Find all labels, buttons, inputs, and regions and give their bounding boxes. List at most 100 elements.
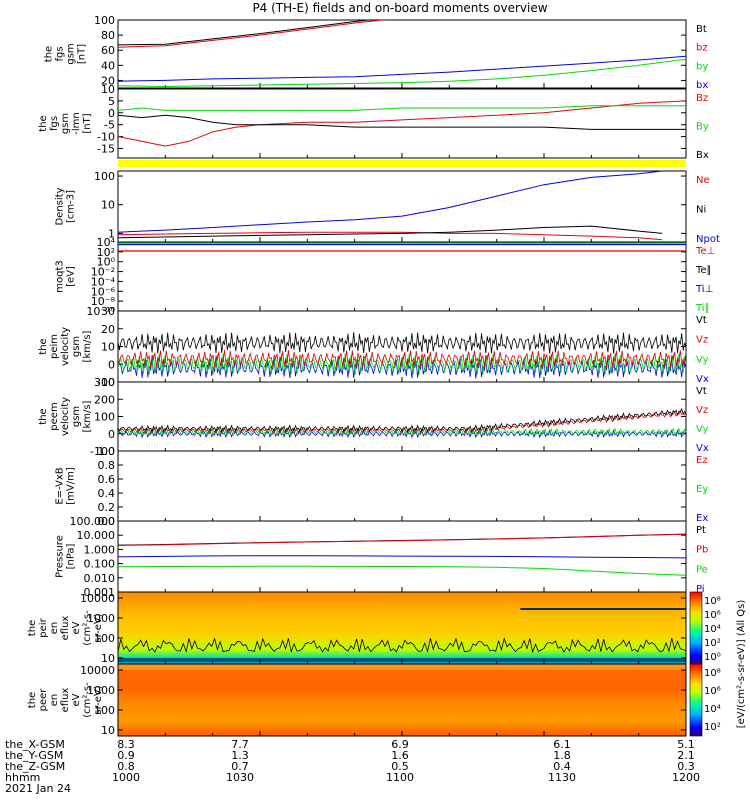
footer-value: 1000 xyxy=(112,771,140,784)
legend-item: Ti⊥ xyxy=(695,284,713,295)
footer-value: 0.3 xyxy=(677,760,695,773)
legend-item: Te⊥ xyxy=(695,246,715,257)
series-Bx xyxy=(118,114,686,130)
legend-item: Pb xyxy=(696,545,708,556)
ytick-label: 10⁻⁴ xyxy=(91,275,116,288)
ytick-label: 10 xyxy=(101,83,115,96)
ylabel-line: -lmn xyxy=(71,112,82,134)
ytick-label: 1.000 xyxy=(84,543,116,556)
series-Pe xyxy=(118,565,686,576)
ylabel-line: [nT] xyxy=(82,113,93,133)
footer-value: 1.6 xyxy=(391,749,409,762)
series-bz xyxy=(118,20,386,48)
ytick-label: 10² xyxy=(97,246,115,259)
legend-item: Pi xyxy=(696,584,705,595)
electron-topband xyxy=(118,664,686,670)
colorbar-tick: 10² xyxy=(704,638,721,649)
legend-item: Vy xyxy=(696,354,709,365)
footer-value: 0.9 xyxy=(117,749,135,762)
ytick-label: 10000 xyxy=(80,592,115,605)
panel-3: 100 10 1 Density [cm-3] Ne Ni Npot xyxy=(55,170,720,245)
ylabel-line: [km/s] xyxy=(82,400,93,432)
ylabel-line: gsm xyxy=(71,406,82,427)
ytick-label: -100 xyxy=(90,445,115,458)
legend-item: Bx xyxy=(696,150,709,161)
ytick-label: 0.8 xyxy=(98,459,116,472)
footer-value: 6.1 xyxy=(553,738,571,751)
legend-item: Vz xyxy=(696,335,708,346)
ylabel-line: E=-VxB xyxy=(55,467,66,504)
colorbar-label: [eV/(cm²-s-sr-eV)] (All Qs) xyxy=(736,600,747,729)
ytick-label: -15 xyxy=(97,142,115,155)
ylabel-line: [km/s] xyxy=(82,330,93,362)
ytick-label: 0.001 xyxy=(84,586,116,599)
spectrogram-electron xyxy=(118,664,686,736)
panel-10: 10000 1000 100 10 the peer en eflux eV (cm²-s-sr-… xyxy=(27,663,687,737)
ytick-label: 10⁴ xyxy=(97,236,116,249)
ylabel-line: Pressure xyxy=(55,535,66,578)
footer-value: 0.4 xyxy=(553,760,571,773)
legend-item: Ex xyxy=(696,513,708,524)
ytick-label: 100 xyxy=(94,704,115,717)
series-bx xyxy=(118,55,686,82)
legend-item: Ti∥ xyxy=(695,303,710,314)
footer-value: 8.3 xyxy=(117,738,135,751)
ylabel-line: peir xyxy=(38,617,49,637)
legend-item: Npot xyxy=(696,234,720,245)
footer-value: 0.5 xyxy=(391,760,409,773)
series-Bz xyxy=(118,100,686,147)
legend-item: Vx xyxy=(696,374,709,385)
ytick-label: -10 xyxy=(97,376,115,389)
noise-red xyxy=(118,409,686,434)
footer-value: 1.8 xyxy=(553,749,571,762)
ylabel-line: peim xyxy=(49,334,60,359)
legend-item: Vx xyxy=(696,443,709,454)
legend-item: Ez xyxy=(696,455,708,466)
ylabel-line: gsm xyxy=(66,43,77,64)
footer-value: 1100 xyxy=(386,771,414,784)
legend-item: Te∥ xyxy=(695,265,712,276)
ytick-label: 1000 xyxy=(87,684,115,697)
ytick-label: 200 xyxy=(94,393,115,406)
series-Bt xyxy=(118,20,373,46)
footer-value: 6.9 xyxy=(391,738,409,751)
ytick-label: 1.0 xyxy=(98,445,116,458)
legend-item: by xyxy=(696,61,708,72)
noise-green xyxy=(118,427,686,437)
ylabel-line: eflux xyxy=(60,688,71,713)
footer-value: 1030 xyxy=(226,771,254,784)
ytick-label: 10⁻⁶ xyxy=(91,285,116,298)
noise-red xyxy=(118,350,686,368)
legend-item: Ne xyxy=(696,175,710,186)
ytick-label: 10.000 xyxy=(77,529,116,542)
ytick-label: 80 xyxy=(101,29,115,42)
ytick-label: 10 xyxy=(101,199,115,212)
series-Ni xyxy=(118,225,663,239)
ylabel-line: (cm²-s- xyxy=(82,682,93,718)
ylabel-line: the xyxy=(27,692,38,708)
legend-item: Vy xyxy=(696,424,709,435)
ylabel-line: velocity xyxy=(60,327,71,366)
footer-value: 0.7 xyxy=(231,760,249,773)
ylabel-line: the xyxy=(38,338,49,354)
colorbar-tick: 10⁶ xyxy=(704,686,721,697)
series-Pi xyxy=(118,555,686,559)
legend-item: Vt xyxy=(696,315,707,326)
ylabel-line: fgs xyxy=(49,116,60,131)
footer-value: 7.7 xyxy=(231,738,249,751)
ylabel-line: en xyxy=(49,694,60,707)
footer-row-label: hhmm xyxy=(5,771,40,784)
ylabel-line: eV xyxy=(71,693,82,706)
ylabel-line: the xyxy=(38,115,49,131)
ytick-label: 0 xyxy=(108,107,115,120)
footer-value: 0.8 xyxy=(117,760,135,773)
ylabel-line: (cm²-s- xyxy=(82,610,93,646)
footer-value: 1.3 xyxy=(231,749,249,762)
colorbar-tick: 10⁶ xyxy=(704,610,721,621)
ytick-label: 40 xyxy=(101,59,115,72)
colorbar-tick: 10⁰ xyxy=(704,652,721,663)
series-Pb xyxy=(118,533,686,546)
colorbar-upper xyxy=(689,591,703,665)
